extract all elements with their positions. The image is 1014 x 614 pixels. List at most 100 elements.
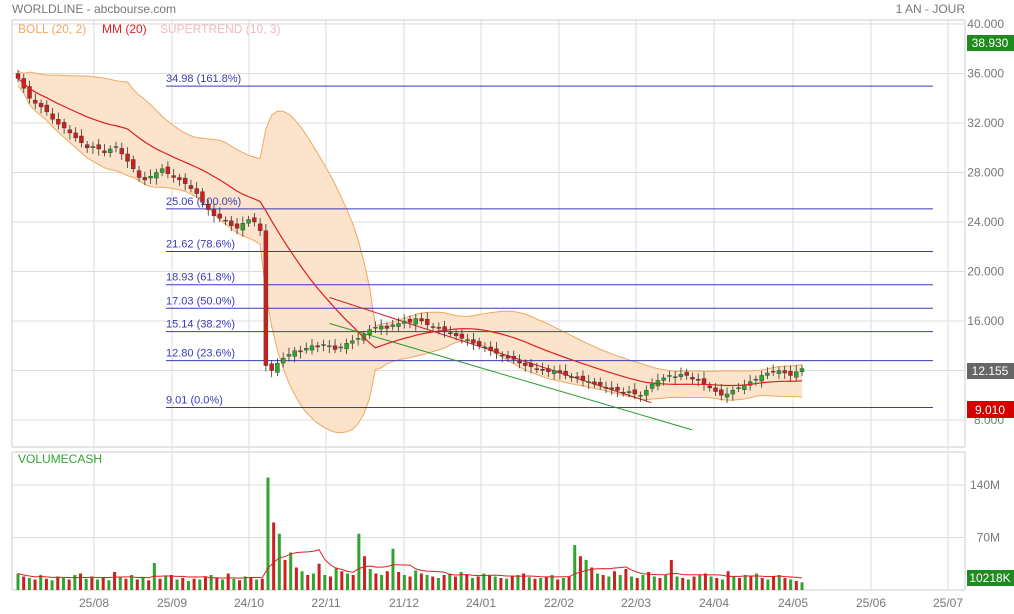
volume-bar: [158, 578, 162, 590]
candle: [136, 165, 142, 182]
y-tick-label: 36.000: [967, 67, 1004, 81]
volume-bar: [578, 556, 582, 590]
y-tick-label: 32.000: [967, 116, 1004, 130]
volume-bar: [465, 575, 469, 590]
volume-bar: [505, 578, 509, 590]
volume-bar: [777, 575, 781, 590]
volume-bar: [232, 578, 236, 590]
candle: [67, 125, 73, 140]
volume-bar: [749, 576, 753, 590]
volume-bar: [613, 571, 617, 590]
candle: [430, 322, 436, 333]
badge-low-text: 9.010: [975, 403, 1005, 417]
candle: [246, 215, 251, 227]
candle: [678, 367, 684, 381]
candle: [217, 207, 222, 222]
volume-bar: [323, 575, 327, 590]
volume-bar: [215, 578, 219, 590]
volume-bar: [249, 578, 253, 590]
candle: [413, 313, 418, 331]
volume-tick-label: 140M: [970, 478, 1000, 492]
candle: [257, 218, 263, 236]
price-panel: [11, 19, 966, 448]
volume-bar: [720, 579, 724, 590]
candle: [638, 391, 643, 402]
volume-bar: [380, 575, 384, 590]
x-tick-label: 22/11: [311, 596, 340, 610]
volume-bar: [419, 573, 423, 590]
volume-bar: [573, 545, 577, 590]
volume-bar: [346, 573, 350, 590]
volume-bar: [425, 575, 429, 590]
volume-bar: [584, 560, 588, 590]
volume-bar: [175, 579, 179, 590]
candle: [523, 359, 528, 372]
candle: [436, 322, 442, 335]
candle: [338, 343, 344, 353]
x-tick-label: 25/07: [933, 596, 963, 610]
legend-mm: MM (20): [102, 22, 147, 36]
candle: [102, 144, 107, 157]
candle: [494, 342, 499, 360]
volume-bar: [368, 569, 372, 590]
volume-bar: [732, 576, 736, 590]
candle: [402, 314, 407, 329]
volume-bar: [476, 576, 480, 590]
volume-bar: [561, 578, 565, 590]
candle: [321, 339, 326, 352]
candle: [292, 346, 297, 363]
volume-bar: [624, 569, 628, 590]
candle: [476, 337, 482, 350]
candle: [724, 387, 730, 404]
candle: [61, 118, 67, 134]
candle: [546, 364, 551, 377]
badge-low: 9.010: [967, 401, 1014, 418]
volume-bar: [590, 567, 594, 590]
candle: [667, 370, 672, 383]
volume-bar: [601, 575, 605, 590]
candle: [165, 161, 171, 179]
volume-bar: [448, 573, 452, 590]
x-tick-label: 25/06: [856, 596, 886, 610]
volume-bar: [118, 576, 122, 590]
volume-bar: [96, 579, 100, 590]
volume-bar: [772, 576, 776, 590]
volume-bar: [493, 576, 497, 590]
candle: [171, 168, 176, 183]
candle: [505, 350, 511, 362]
volume-bar: [164, 576, 168, 590]
volume-bar: [260, 578, 264, 590]
ma20-line: [17, 77, 803, 387]
period-label[interactable]: 1 AN - JOUR: [896, 2, 966, 16]
volume-bar: [499, 578, 503, 590]
volume-bar: [675, 576, 679, 590]
volume-bar: [470, 578, 474, 590]
candle: [788, 365, 793, 383]
volume-bar: [453, 576, 457, 590]
candle: [263, 223, 269, 372]
candle: [765, 367, 770, 380]
volume-bar: [141, 578, 145, 590]
volume-bar: [647, 572, 651, 590]
volume-bar: [789, 579, 793, 590]
volume-bar: [692, 576, 696, 590]
candle: [90, 141, 96, 154]
candle: [125, 147, 130, 169]
y-tick-label: 28.000: [967, 166, 1004, 180]
candle: [298, 345, 303, 359]
bollinger-lower: [17, 85, 803, 434]
candle: [84, 140, 90, 153]
candle: [759, 370, 764, 388]
volume-bar: [90, 576, 94, 590]
volume-bar: [374, 573, 378, 590]
volume-bar: [681, 578, 685, 590]
volume-bar: [289, 552, 293, 590]
candle: [799, 364, 805, 377]
candle: [425, 312, 430, 330]
candle: [332, 339, 338, 354]
badge-last: 12.155: [967, 363, 1014, 379]
candle: [632, 382, 638, 400]
volume-bar: [203, 576, 207, 590]
volume-bar: [402, 575, 406, 590]
